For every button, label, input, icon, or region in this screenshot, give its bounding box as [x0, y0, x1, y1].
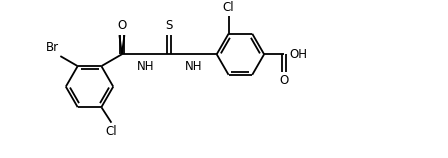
Text: OH: OH: [290, 48, 308, 61]
Text: O: O: [117, 19, 126, 32]
Text: Cl: Cl: [223, 1, 234, 14]
Text: O: O: [280, 74, 289, 87]
Text: S: S: [166, 19, 173, 32]
Text: NH: NH: [185, 60, 202, 73]
Text: Cl: Cl: [106, 125, 117, 138]
Text: NH: NH: [137, 60, 155, 73]
Text: Br: Br: [45, 41, 59, 54]
